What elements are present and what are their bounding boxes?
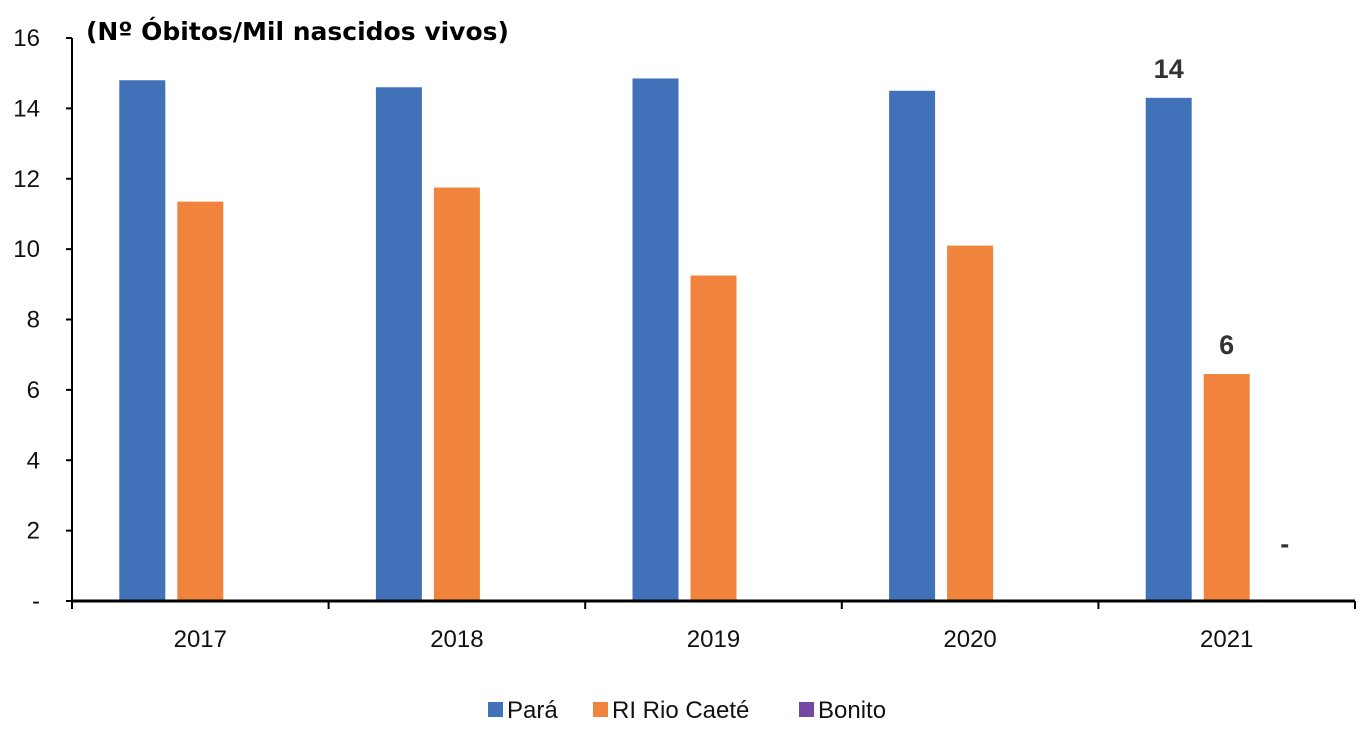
x-axis: 2017 2018 2019 2020 2021 (71, 599, 1356, 653)
y-tick-label: 6 (27, 377, 40, 404)
x-tick-label: 2017 (174, 626, 227, 653)
bar-par--2020 (889, 90, 936, 601)
bar-par--2019 (632, 78, 679, 601)
y-tick-label: 2 (27, 518, 40, 545)
legend-label: Pará (507, 697, 558, 724)
bar-ri-rio-caet--2020 (947, 245, 994, 601)
y-tick-label: - (32, 588, 40, 615)
legend-swatch (488, 702, 503, 717)
x-tick-label: 2020 (943, 626, 996, 653)
data-labels: 14 6 - (1154, 54, 1290, 559)
legend-label: Bonito (818, 697, 886, 724)
bar-ri-rio-caet--2018 (433, 187, 480, 601)
y-tick-label: 16 (13, 25, 40, 52)
legend-swatch (799, 702, 814, 717)
chart-title: (Nº Óbitos/Mil nascidos vivos) (86, 16, 509, 46)
x-tick-label: 2019 (687, 626, 740, 653)
bar-par--2018 (375, 87, 422, 601)
bar-ri-rio-caet--2019 (690, 275, 737, 601)
bar-par--2021 (1145, 97, 1192, 601)
x-tick-label: 2018 (430, 626, 483, 653)
x-tick-label: 2021 (1200, 626, 1253, 653)
y-tick-label: 8 (27, 307, 40, 334)
legend-swatch (593, 702, 608, 717)
data-label: 14 (1154, 54, 1184, 84)
data-label: 6 (1219, 330, 1234, 360)
bar-ri-rio-caet--2017 (177, 201, 224, 601)
legend-label: RI Rio Caeté (612, 697, 749, 724)
y-tick-label: 14 (13, 95, 40, 122)
y-tick-label: 4 (27, 447, 40, 474)
bar-ri-rio-caet--2021 (1203, 374, 1250, 601)
y-tick-label: 10 (13, 236, 40, 263)
bars (119, 78, 1250, 602)
y-tick-label: 12 (13, 166, 40, 193)
data-label: - (1280, 529, 1289, 559)
y-axis: - 2 4 6 8 10 12 14 16 (13, 25, 73, 615)
bar-par--2017 (119, 80, 166, 602)
legend: Pará RI Rio Caeté Bonito (488, 697, 886, 724)
